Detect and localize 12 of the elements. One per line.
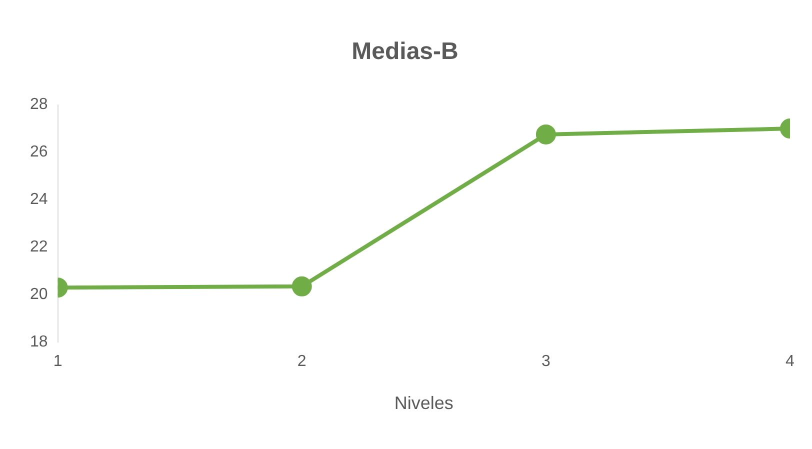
x-tick-label: 1 <box>53 353 62 370</box>
chart-title: Medias-B <box>352 38 458 66</box>
y-tick-label: 26 <box>30 144 48 161</box>
y-tick-label: 28 <box>30 96 48 114</box>
x-tick-label: 2 <box>297 353 306 370</box>
x-tick-label: 3 <box>541 353 550 370</box>
x-tick-label: 4 <box>786 353 795 370</box>
y-tick-label: 22 <box>30 238 48 256</box>
x-axis-title: Niveles <box>394 393 454 414</box>
y-tick-label: 20 <box>30 286 48 304</box>
y-tick-label: 24 <box>30 191 48 208</box>
y-tick-label: 18 <box>30 334 48 351</box>
